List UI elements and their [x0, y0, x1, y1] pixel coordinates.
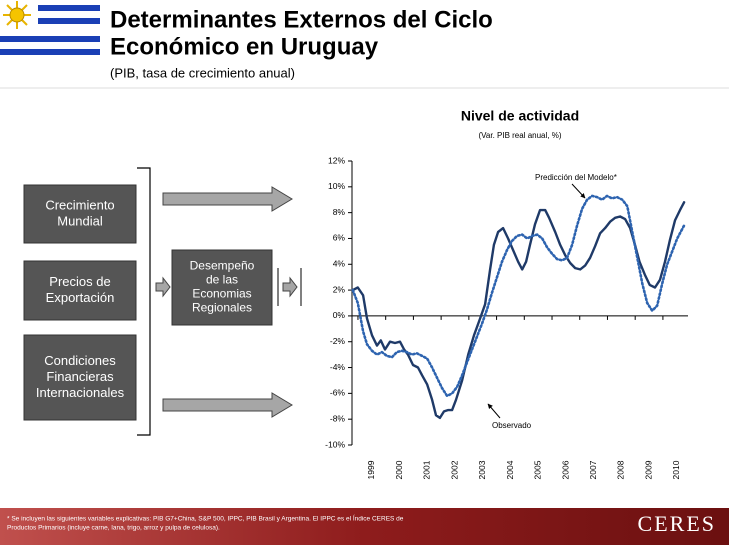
center-label: Economias	[192, 287, 251, 301]
chart-title: Nivel de actividad	[461, 108, 579, 124]
annotation: Predicción del Modelo*	[535, 173, 617, 182]
box-label: Crecimiento	[45, 197, 114, 212]
footer-band	[0, 508, 729, 545]
footnote: * Se incluyen las siguientes variables e…	[7, 514, 404, 523]
x-tick-label: 2007	[588, 460, 598, 479]
box-label: Financieras	[46, 369, 114, 384]
annotation: Observado	[492, 421, 532, 430]
x-tick-label: 1999	[366, 460, 376, 479]
box-label: Internacionales	[36, 385, 125, 400]
x-tick-label: 2005	[533, 460, 543, 479]
logo: CERES	[638, 511, 716, 536]
center-label: Desempeño	[190, 259, 255, 273]
y-tick-label: 0%	[333, 310, 346, 320]
y-tick-label: -4%	[330, 362, 346, 372]
series-line	[351, 194, 686, 398]
y-tick-label: -8%	[330, 413, 346, 423]
x-tick-label: 2003	[477, 460, 487, 479]
chart-subtitle: (Var. PIB real anual, %)	[479, 131, 562, 140]
subtitle: (PIB, tasa de crecimiento anual)	[110, 65, 295, 80]
x-tick-label: 2006	[560, 460, 570, 479]
annotation-arrow	[571, 183, 586, 199]
y-tick-label: 4%	[333, 259, 346, 269]
box-label: Condiciones	[44, 353, 116, 368]
y-tick-label: 2%	[333, 284, 346, 294]
x-tick-label: 2000	[394, 460, 404, 479]
y-tick-label: -2%	[330, 336, 346, 346]
box-label: Mundial	[57, 213, 103, 228]
footnote: Productos Primarios (incluye carne, lana…	[7, 525, 220, 532]
box-label: Precios de	[49, 274, 110, 289]
flag	[0, 0, 100, 58]
x-tick-label: 2010	[671, 460, 681, 479]
y-tick-label: -10%	[325, 439, 345, 449]
annotation-arrow	[487, 403, 501, 419]
diagram	[23, 167, 302, 436]
y-tick-label: 8%	[333, 207, 346, 217]
x-tick-label: 2004	[505, 460, 515, 479]
center-label: de las	[206, 273, 238, 287]
y-tick-label: 10%	[328, 181, 345, 191]
x-tick-label: 2001	[422, 460, 432, 479]
y-tick-label: 12%	[328, 155, 345, 165]
x-tick-label: 2002	[449, 460, 459, 479]
y-tick-label: -6%	[330, 388, 346, 398]
x-tick-label: 2008	[616, 460, 626, 479]
title: Económico en Uruguay	[110, 33, 379, 60]
y-tick-label: 6%	[333, 233, 346, 243]
box-label: Exportación	[46, 290, 115, 305]
title: Determinantes Externos del Ciclo	[110, 6, 493, 33]
center-label: Regionales	[192, 301, 252, 315]
x-tick-label: 2009	[643, 460, 653, 479]
